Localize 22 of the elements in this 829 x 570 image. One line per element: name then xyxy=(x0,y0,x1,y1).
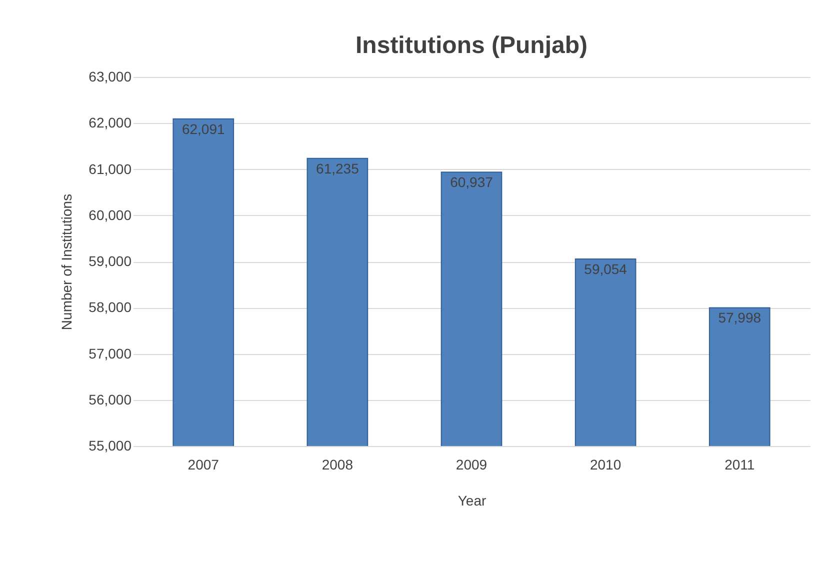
y-tick-label: 62,000 xyxy=(88,114,132,131)
x-tick-label: 2010 xyxy=(590,456,622,472)
x-tick-label: 2009 xyxy=(456,456,488,472)
y-tick-label: 61,000 xyxy=(88,160,132,177)
y-tick-label: 59,000 xyxy=(88,253,132,269)
y-tick-label: 58,000 xyxy=(88,299,132,316)
data-label: 59,054 xyxy=(584,261,628,278)
y-tick-label: 63,000 xyxy=(88,68,132,84)
x-tick-label: 2011 xyxy=(724,456,755,472)
y-tick-label: 60,000 xyxy=(88,206,132,223)
data-label: 60,937 xyxy=(450,174,494,190)
y-tick-label: 56,000 xyxy=(88,391,132,408)
x-axis-title: Year xyxy=(458,492,486,508)
y-axis-title: Number of Institutions xyxy=(58,194,75,330)
x-tick-label: 2008 xyxy=(322,456,354,472)
y-tick-label: 57,000 xyxy=(88,345,132,362)
y-tick-label: 55,000 xyxy=(88,438,132,454)
data-label: 57,998 xyxy=(718,310,762,326)
data-label: 61,235 xyxy=(316,160,360,176)
x-tick-label: 2007 xyxy=(188,456,220,472)
chart-title: Institutions (Punjab) xyxy=(356,32,588,59)
data-label: 62,091 xyxy=(182,120,225,137)
